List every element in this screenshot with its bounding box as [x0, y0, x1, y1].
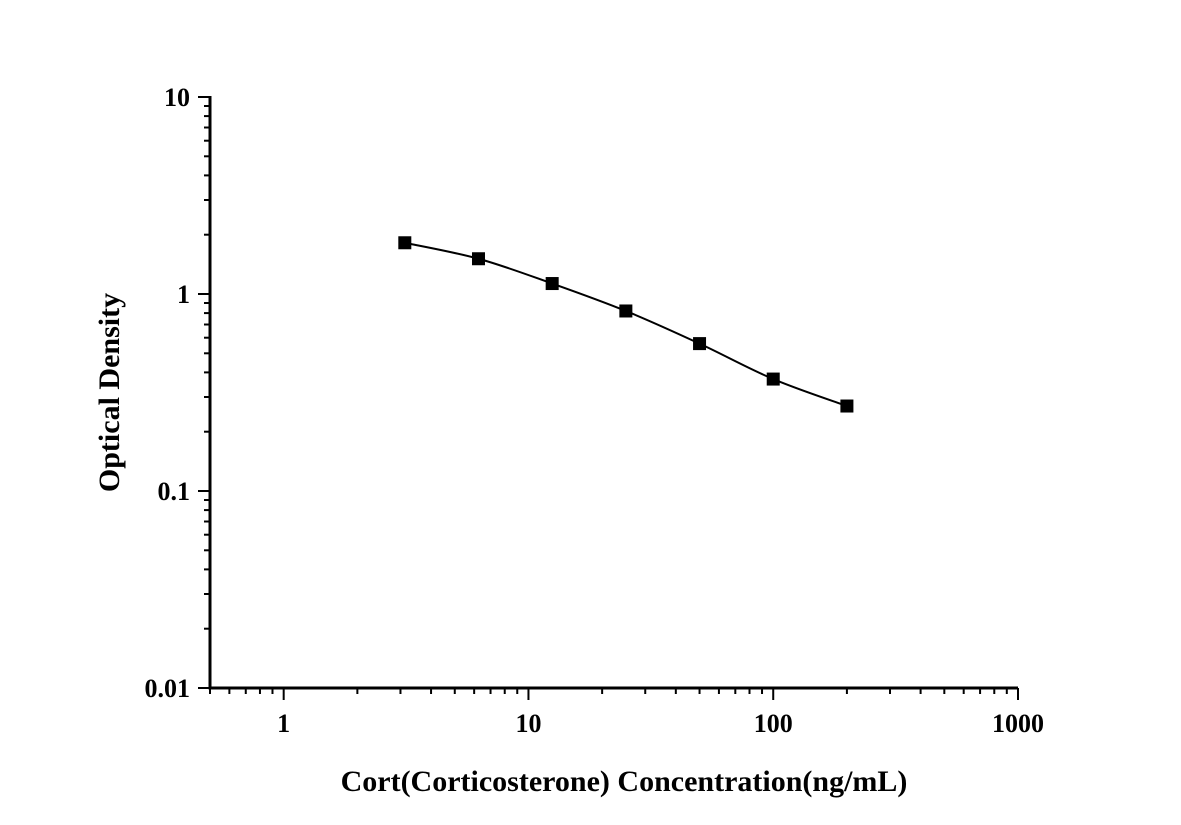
data-point [619, 304, 633, 318]
y-axis-title: Optical Density [93, 293, 126, 492]
data-point [766, 372, 780, 386]
x-tick-label: 1 [277, 709, 290, 738]
x-tick-label: 100 [754, 709, 793, 738]
y-tick-label: 0.01 [145, 674, 191, 703]
data-point [693, 337, 707, 351]
data-point [545, 277, 559, 291]
y-ticks [198, 96, 210, 689]
data-point [398, 236, 412, 250]
data-point [471, 252, 485, 266]
data-point [840, 399, 854, 413]
x-tick-labels: 1 10 100 1000 [277, 709, 1044, 738]
x-ticks [209, 688, 1019, 700]
y-tick-labels: 0.01 0.1 1 10 [145, 83, 191, 703]
y-tick-label: 0.1 [158, 477, 191, 506]
y-tick-label: 10 [164, 83, 190, 112]
x-tick-label: 10 [515, 709, 541, 738]
y-tick-label: 1 [177, 280, 190, 309]
x-axis-title: Cort(Corticosterone) Concentration(ng/mL… [341, 765, 908, 798]
plot-series [398, 236, 854, 413]
series-line [404, 241, 848, 407]
axes [208, 96, 1018, 690]
x-tick-label: 1000 [992, 709, 1044, 738]
